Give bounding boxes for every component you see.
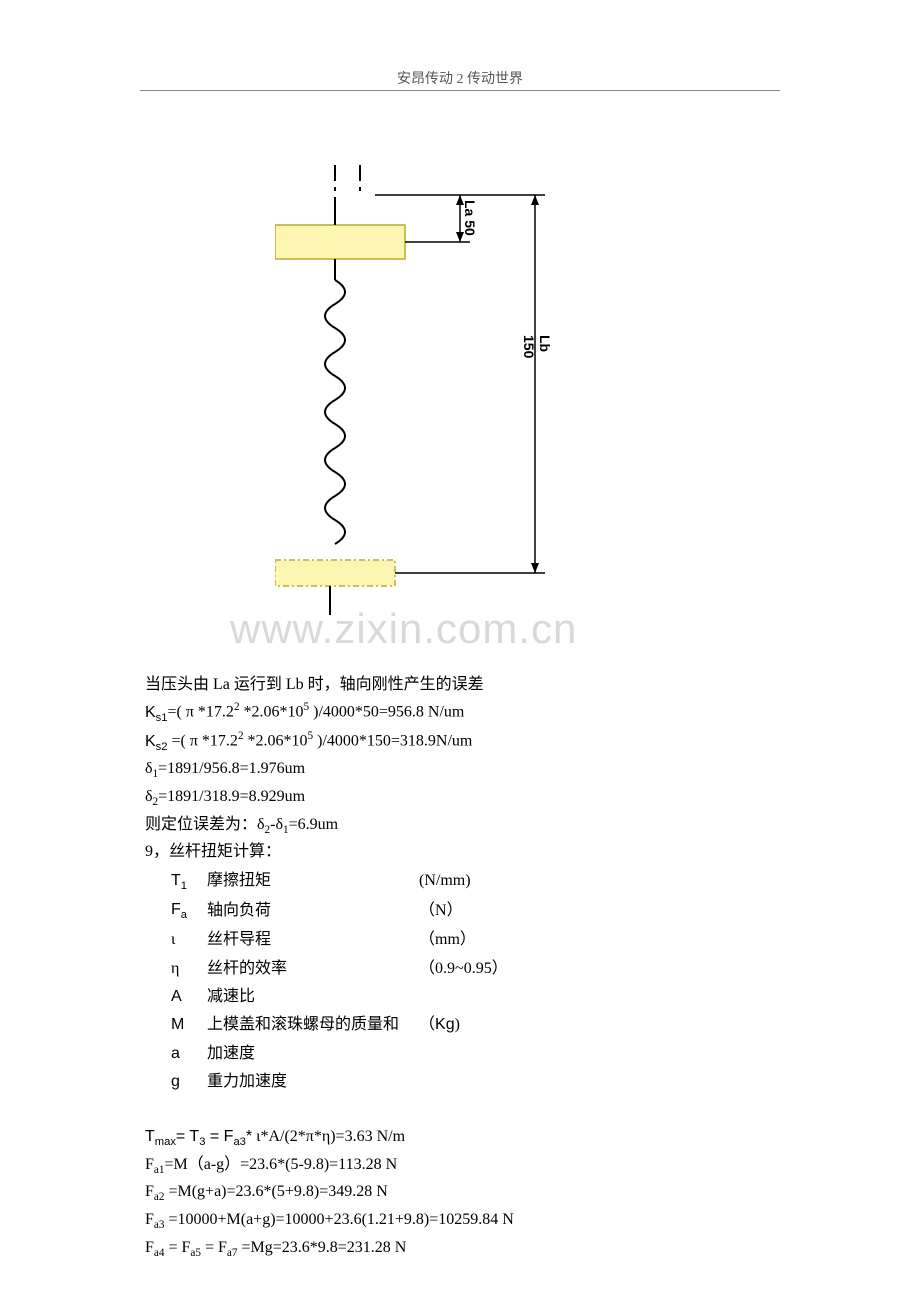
line-fa3: Fa3 =10000+M(a+g)=10000+23.6(1.21+9.8)=1… (145, 1207, 775, 1235)
page-header: 安昂传动 2 传动世界 (0, 68, 920, 88)
screw-diagram: La 50 Lb 150 (275, 165, 575, 615)
line-err: 则定位误差为：δ2-δ1=6.9um (145, 812, 775, 840)
line-sec9: 9，丝杆扭矩计算： (145, 839, 775, 865)
line-intro: 当压头由 La 运行到 Lb 时，轴向刚性产生的误差 (145, 672, 775, 698)
screw-thread (325, 280, 345, 544)
bottom-bearing-block (275, 560, 395, 586)
diagram-svg (275, 165, 575, 615)
line-fa1: Fa1=M（a-g）=23.6*(5-9.8)=113.28 N (145, 1152, 775, 1180)
body-text: 当压头由 La 运行到 Lb 时，轴向刚性产生的误差 Ks1=( π *17.2… (145, 672, 775, 1262)
line-d1: δ1=1891/956.8=1.976um (145, 756, 775, 784)
symbol-definitions: T1摩擦扭矩(N/mm) Fa轴向负荷（N） ι丝杆导程（mm） η丝杆的效率（… (169, 866, 528, 1098)
line-ks2: Ks2 =( π *17.22 *2.06*105 )/4000*150=318… (145, 727, 775, 756)
dim-la-label: La 50 (462, 200, 478, 236)
header-rule (140, 90, 780, 91)
line-d2: δ2=1891/318.9=8.929um (145, 784, 775, 812)
line-tmax: Tmax= T3 = Fa3* ι*A/(2*π*η)=3.63 N/m (145, 1124, 775, 1152)
line-fa4: Fa4 = Fa5 = Fa7 =Mg=23.6*9.8=231.28 N (145, 1235, 775, 1263)
top-bearing-block (275, 225, 405, 259)
line-fa2: Fa2 =M(g+a)=23.6*(5+9.8)=349.28 N (145, 1179, 775, 1207)
line-ks1: Ks1=( π *17.22 *2.06*105 )/4000*50=956.8… (145, 698, 775, 727)
dim-lb-label: Lb 150 (521, 335, 553, 358)
